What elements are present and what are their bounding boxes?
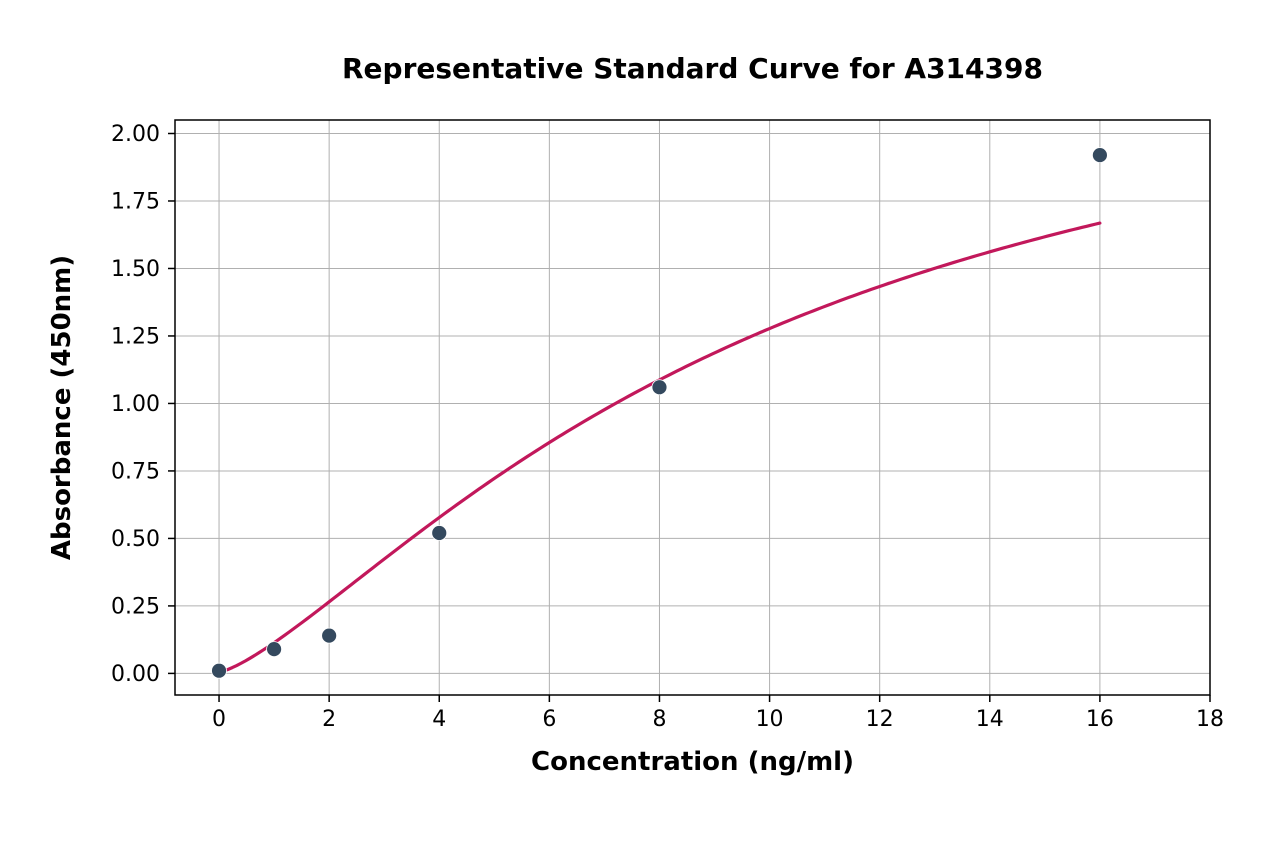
x-tick-label: 8 <box>652 707 666 732</box>
data-point <box>322 628 337 643</box>
standard-curve-chart: 0 2 4 6 8 10 12 14 16 18 0.00 0.25 0.50 0.75 1.00 1.25 1… <box>0 0 1280 845</box>
y-tick-label: 1.25 <box>111 325 160 350</box>
x-tick-label: 14 <box>976 707 1004 732</box>
x-tick-label: 12 <box>866 707 894 732</box>
data-point <box>1092 148 1107 163</box>
y-tick-label: 0.00 <box>111 662 160 687</box>
y-tick-label: 1.75 <box>111 190 160 215</box>
y-tick-label: 0.75 <box>111 460 160 485</box>
x-tick-label: 2 <box>322 707 336 732</box>
y-tick-label: 0.25 <box>111 595 160 620</box>
x-tick-label: 18 <box>1196 707 1224 732</box>
y-tick-label: 0.50 <box>111 527 160 552</box>
x-tick-label: 0 <box>212 707 226 732</box>
x-tick-label: 6 <box>542 707 556 732</box>
data-point <box>212 663 227 678</box>
data-point <box>652 380 667 395</box>
x-tick-label: 10 <box>756 707 784 732</box>
y-tick-label: 1.50 <box>111 257 160 282</box>
chart-title: Representative Standard Curve for A31439… <box>342 52 1043 85</box>
x-tick-label: 4 <box>432 707 446 732</box>
x-axis-label: Concentration (ng/ml) <box>531 747 854 777</box>
x-tick-label: 16 <box>1086 707 1114 732</box>
data-point <box>267 642 282 657</box>
y-tick-label: 2.00 <box>111 122 160 147</box>
y-axis-label: Absorbance (450nm) <box>47 255 77 560</box>
data-point <box>432 526 447 541</box>
chart-container: 0 2 4 6 8 10 12 14 16 18 0.00 0.25 0.50 0.75 1.00 1.25 1… <box>0 0 1280 845</box>
y-tick-label: 1.00 <box>111 392 160 417</box>
